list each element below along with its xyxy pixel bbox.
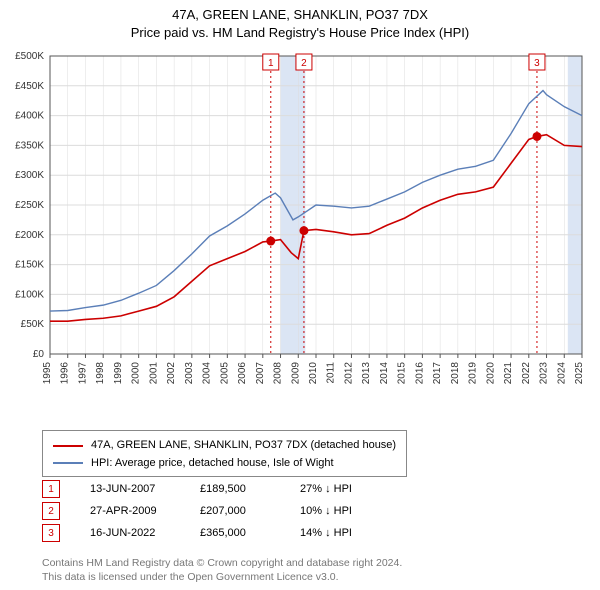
attribution: Contains HM Land Registry data © Crown c…: [42, 556, 402, 584]
svg-text:2009: 2009: [290, 362, 301, 385]
legend-item-2: HPI: Average price, detached house, Isle…: [53, 455, 396, 473]
svg-text:2013: 2013: [361, 362, 372, 385]
svg-text:£450K: £450K: [15, 81, 44, 92]
marker-row: 1 13-JUN-2007£189,50027% ↓ HPI: [42, 478, 352, 500]
svg-text:1995: 1995: [42, 362, 53, 385]
svg-text:1997: 1997: [77, 362, 88, 385]
marker-price: £207,000: [200, 505, 300, 517]
svg-text:£250K: £250K: [15, 200, 44, 211]
svg-text:2012: 2012: [343, 362, 354, 385]
legend-label-1: 47A, GREEN LANE, SHANKLIN, PO37 7DX (det…: [91, 437, 396, 455]
marker-date: 16-JUN-2022: [90, 527, 200, 539]
svg-text:2: 2: [301, 58, 307, 69]
svg-text:2014: 2014: [379, 362, 390, 385]
legend-label-2: HPI: Average price, detached house, Isle…: [91, 455, 334, 473]
svg-text:2023: 2023: [539, 362, 550, 385]
svg-text:2000: 2000: [131, 362, 142, 385]
legend-swatch-1: [53, 445, 83, 447]
svg-text:2005: 2005: [219, 362, 230, 385]
footer-line-1: Contains HM Land Registry data © Crown c…: [42, 556, 402, 570]
svg-text:2015: 2015: [397, 362, 408, 385]
svg-text:£400K: £400K: [15, 111, 44, 122]
marker-date: 27-APR-2009: [90, 505, 200, 517]
svg-text:2010: 2010: [308, 362, 319, 385]
marker-date: 13-JUN-2007: [90, 483, 200, 495]
legend-swatch-2: [53, 462, 83, 464]
svg-text:£100K: £100K: [15, 289, 44, 300]
marker-row: 2 27-APR-2009£207,00010% ↓ HPI: [42, 500, 352, 522]
marker-row: 3 16-JUN-2022£365,00014% ↓ HPI: [42, 522, 352, 544]
svg-text:1999: 1999: [113, 362, 124, 385]
title-line-2: Price paid vs. HM Land Registry's House …: [0, 24, 600, 42]
marker-delta: 14% ↓ HPI: [300, 527, 352, 539]
marker-number-box: 1: [42, 480, 60, 498]
price-chart: £0 £50K £100K £150K £200K £250K £300K £350K £400…: [0, 48, 600, 428]
svg-text:£50K: £50K: [21, 319, 45, 330]
svg-text:2024: 2024: [556, 362, 567, 385]
svg-text:2003: 2003: [184, 362, 195, 385]
footer-line-2: This data is licensed under the Open Gov…: [42, 570, 402, 584]
svg-text:£350K: £350K: [15, 140, 44, 151]
svg-text:2018: 2018: [450, 362, 461, 385]
svg-text:2006: 2006: [237, 362, 248, 385]
svg-text:2019: 2019: [468, 362, 479, 385]
svg-text:3: 3: [534, 58, 540, 69]
svg-text:2002: 2002: [166, 362, 177, 385]
marker-price: £189,500: [200, 483, 300, 495]
svg-text:1998: 1998: [95, 362, 106, 385]
svg-text:2007: 2007: [255, 362, 266, 385]
svg-text:£500K: £500K: [15, 51, 44, 62]
svg-text:2025: 2025: [574, 362, 585, 385]
svg-text:1996: 1996: [60, 362, 71, 385]
marker-number-box: 3: [42, 524, 60, 542]
svg-text:2020: 2020: [485, 362, 496, 385]
svg-text:2017: 2017: [432, 362, 443, 385]
title-line-1: 47A, GREEN LANE, SHANKLIN, PO37 7DX: [0, 6, 600, 24]
marker-delta: 27% ↓ HPI: [300, 483, 352, 495]
legend: 47A, GREEN LANE, SHANKLIN, PO37 7DX (det…: [42, 430, 407, 477]
svg-text:2011: 2011: [326, 362, 337, 384]
marker-number-box: 2: [42, 502, 60, 520]
svg-text:£0: £0: [33, 349, 45, 360]
marker-price: £365,000: [200, 527, 300, 539]
svg-text:£200K: £200K: [15, 230, 44, 241]
legend-item-1: 47A, GREEN LANE, SHANKLIN, PO37 7DX (det…: [53, 437, 396, 455]
marker-table: 1 13-JUN-2007£189,50027% ↓ HPI 2 27-APR-200…: [42, 478, 352, 544]
svg-text:2021: 2021: [503, 362, 514, 385]
svg-text:£150K: £150K: [15, 260, 44, 271]
svg-text:2016: 2016: [414, 362, 425, 385]
svg-text:1: 1: [268, 58, 274, 69]
chart-title: 47A, GREEN LANE, SHANKLIN, PO37 7DX Pric…: [0, 0, 600, 41]
svg-text:2004: 2004: [202, 362, 213, 385]
svg-text:2008: 2008: [273, 362, 284, 385]
svg-text:2001: 2001: [148, 362, 159, 385]
svg-text:£300K: £300K: [15, 170, 44, 181]
svg-text:2022: 2022: [521, 362, 532, 385]
marker-delta: 10% ↓ HPI: [300, 505, 352, 517]
